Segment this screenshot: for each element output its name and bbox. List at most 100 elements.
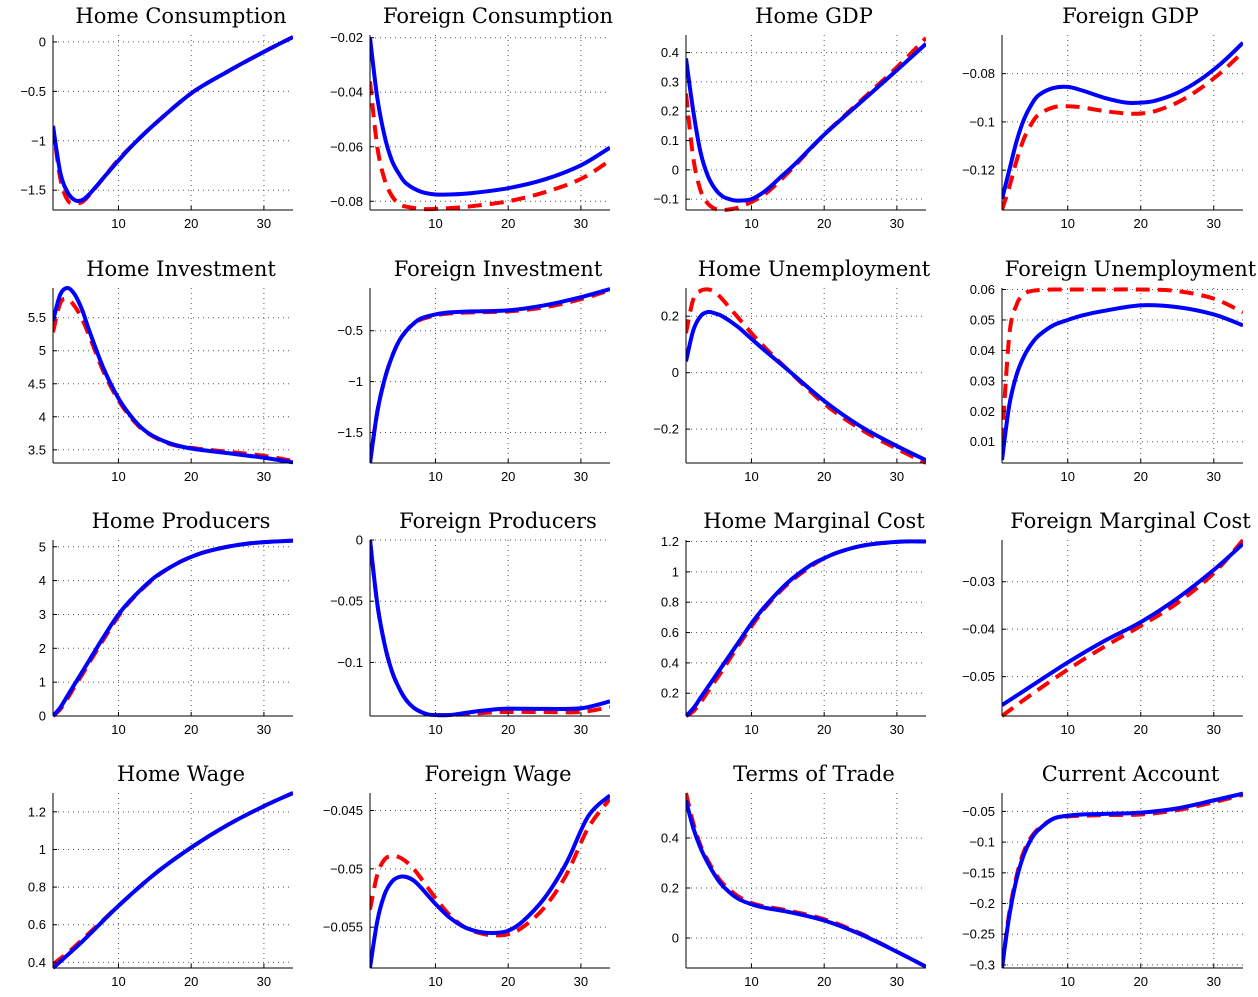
x-tick-label: 20 bbox=[1134, 216, 1148, 231]
x-tick-label: 20 bbox=[184, 974, 198, 989]
x-tick-label: 30 bbox=[890, 216, 904, 231]
y-tick-label: 0 bbox=[672, 365, 679, 380]
x-tick-label: 30 bbox=[257, 974, 271, 989]
y-tick-label: −0.2 bbox=[653, 422, 679, 437]
y-tick-label: −1.5 bbox=[337, 425, 363, 440]
y-tick-label: 0.2 bbox=[661, 309, 679, 324]
y-tick-label: −0.1 bbox=[653, 192, 679, 207]
series-line-red-dashed bbox=[1002, 792, 1243, 969]
y-tick-label: −0.2 bbox=[969, 896, 995, 911]
series-line-red-dashed bbox=[53, 296, 293, 463]
y-tick-label: −1 bbox=[348, 374, 363, 389]
x-tick-label: 30 bbox=[257, 722, 271, 737]
x-tick-label: 30 bbox=[574, 722, 588, 737]
x-tick-label: 10 bbox=[111, 722, 125, 737]
series-line-blue-solid bbox=[53, 286, 293, 465]
y-tick-label: −0.1 bbox=[969, 835, 995, 850]
series-line-blue-solid bbox=[686, 309, 926, 462]
series-line-red-dashed bbox=[370, 797, 610, 938]
y-tick-label: 5 bbox=[39, 343, 46, 358]
subplot-title: Foreign Consumption bbox=[383, 4, 613, 28]
subplot-title: Foreign Producers bbox=[399, 509, 597, 533]
x-tick-label: 10 bbox=[1060, 469, 1074, 484]
y-tick-label: −0.055 bbox=[323, 920, 363, 935]
y-tick-label: −0.08 bbox=[330, 194, 363, 209]
y-tick-label: 1.2 bbox=[28, 804, 46, 819]
subplot-title: Home Wage bbox=[117, 762, 245, 786]
x-tick-label: 30 bbox=[1207, 974, 1221, 989]
y-tick-label: 0.3 bbox=[661, 74, 679, 89]
y-tick-label: −0.12 bbox=[962, 163, 995, 178]
x-tick-label: 10 bbox=[744, 722, 758, 737]
y-tick-label: 5.5 bbox=[28, 310, 46, 325]
y-tick-label: 0.06 bbox=[970, 282, 995, 297]
y-tick-label: 0.2 bbox=[661, 104, 679, 119]
y-tick-label: 1 bbox=[39, 842, 46, 857]
y-tick-label: 4 bbox=[39, 409, 46, 424]
y-tick-label: −1 bbox=[31, 133, 46, 148]
y-tick-label: −0.05 bbox=[962, 669, 995, 684]
subplot-13: 10 20 30 1.2 1 0.8 0.6 0.4 Home Wage bbox=[28, 762, 293, 989]
y-tick-label: −0.02 bbox=[330, 30, 363, 45]
y-tick-label: 0.4 bbox=[661, 831, 679, 846]
subplot-5: 10 20 30 5.5 5 4.5 4 3.5 Home Investment bbox=[28, 257, 293, 484]
y-tick-label: 0 bbox=[672, 931, 679, 946]
y-tick-label: 0.04 bbox=[970, 343, 995, 358]
y-tick-label: 0.01 bbox=[970, 434, 995, 449]
y-tick-label: −0.04 bbox=[962, 622, 995, 637]
subplot-12: 10 20 30 −0.03 −0.04 −0.05 Foreign Marginal Co… bbox=[962, 509, 1251, 737]
y-tick-label: −0.04 bbox=[330, 85, 363, 100]
subplot-2: 10 20 30 −0.02 −0.04 −0.06 −0.08 Foreign Consum… bbox=[330, 4, 613, 231]
y-tick-label: 0.2 bbox=[661, 881, 679, 896]
y-tick-label: 0.1 bbox=[661, 133, 679, 148]
y-tick-label: −0.1 bbox=[969, 114, 995, 129]
y-tick-label: −0.05 bbox=[330, 594, 363, 609]
x-tick-label: 30 bbox=[257, 469, 271, 484]
series-line-blue-solid bbox=[686, 799, 926, 969]
series-line-blue-solid bbox=[370, 539, 610, 718]
y-tick-label: 0.02 bbox=[970, 404, 995, 419]
subplot-title: Home Investment bbox=[86, 257, 276, 281]
x-tick-label: 30 bbox=[890, 469, 904, 484]
subplot-6: 10 20 30 −0.5 −1 −1.5 Foreign Investment bbox=[337, 257, 610, 484]
x-tick-label: 10 bbox=[428, 216, 442, 231]
series-line-blue-solid bbox=[686, 42, 926, 203]
series-line-blue-solid bbox=[53, 538, 293, 718]
y-tick-label: −0.1 bbox=[337, 655, 363, 670]
x-tick-label: 10 bbox=[428, 469, 442, 484]
subplot-title: Terms of Trade bbox=[733, 762, 895, 786]
y-tick-label: 0.6 bbox=[28, 917, 46, 932]
x-tick-label: 20 bbox=[817, 722, 831, 737]
y-tick-label: −0.5 bbox=[20, 84, 46, 99]
subplot-11: 10 20 30 1.2 1 0.8 0.6 0.4 0.2 Home Marginal Cost bbox=[661, 509, 926, 737]
subplot-10: 10 20 30 0 −0.05 −0.1 Foreign Producers bbox=[330, 509, 610, 737]
subplot-title: Home GDP bbox=[755, 4, 873, 28]
x-tick-label: 30 bbox=[1207, 722, 1221, 737]
y-tick-label: −0.3 bbox=[969, 957, 995, 972]
y-tick-label: 5 bbox=[39, 539, 46, 554]
x-tick-label: 10 bbox=[744, 216, 758, 231]
y-tick-label: 0 bbox=[39, 34, 46, 49]
subplot-16: 10 20 30 −0.05 −0.1 −0.15 −0.2 −0.25 −0.3 Current… bbox=[962, 762, 1243, 989]
series-line-blue-solid bbox=[686, 539, 926, 718]
y-tick-label: 1 bbox=[39, 675, 46, 690]
x-tick-label: 10 bbox=[111, 469, 125, 484]
y-tick-label: 2 bbox=[39, 641, 46, 656]
subplot-title: Foreign Unemployment bbox=[1005, 257, 1257, 281]
x-tick-label: 20 bbox=[1134, 469, 1148, 484]
x-tick-label: 30 bbox=[890, 974, 904, 989]
y-tick-label: 0.05 bbox=[970, 312, 995, 327]
x-tick-label: 30 bbox=[1207, 216, 1221, 231]
y-tick-label: −0.05 bbox=[330, 861, 363, 876]
y-tick-label: 0.6 bbox=[661, 625, 679, 640]
x-tick-label: 10 bbox=[1060, 974, 1074, 989]
subplot-title: Home Consumption bbox=[75, 4, 286, 28]
x-tick-label: 30 bbox=[574, 216, 588, 231]
y-tick-label: 3.5 bbox=[28, 442, 46, 457]
series-line-blue-solid bbox=[53, 35, 293, 203]
x-tick-label: 30 bbox=[574, 469, 588, 484]
series-line-blue-solid bbox=[1002, 542, 1243, 707]
x-tick-label: 20 bbox=[184, 722, 198, 737]
y-tick-label: 0.2 bbox=[661, 686, 679, 701]
x-tick-label: 20 bbox=[1134, 722, 1148, 737]
